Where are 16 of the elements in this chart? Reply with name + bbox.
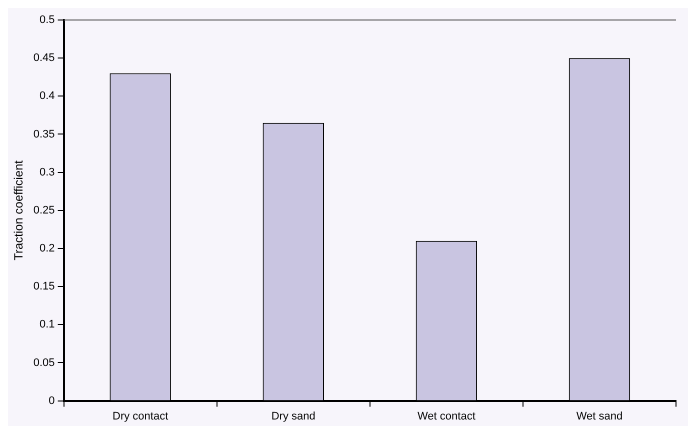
x-tick-label: Wet contact: [417, 410, 476, 422]
y-tick-label: 0.3: [40, 166, 55, 178]
y-tick-label: 0.35: [33, 128, 55, 140]
x-tick-label: Wet sand: [576, 410, 623, 422]
y-tick-label: 0: [48, 394, 55, 407]
y-tick-label: 0.15: [33, 280, 55, 293]
y-tick-label: 0.5: [40, 14, 55, 26]
y-tick-label: 0.1: [40, 318, 55, 331]
y-tick-label: 0.2: [40, 242, 55, 255]
x-tick-label: Dry sand: [271, 410, 316, 422]
y-tick-label: 0.05: [33, 356, 55, 369]
y-tick-label: 0.25: [33, 204, 55, 216]
y-axis-title: Traction coefficient: [12, 160, 26, 260]
x-tick-label: Dry contact: [112, 410, 168, 422]
y-tick-label: 0.4: [40, 90, 55, 102]
y-tick-label: 0.45: [33, 52, 55, 64]
